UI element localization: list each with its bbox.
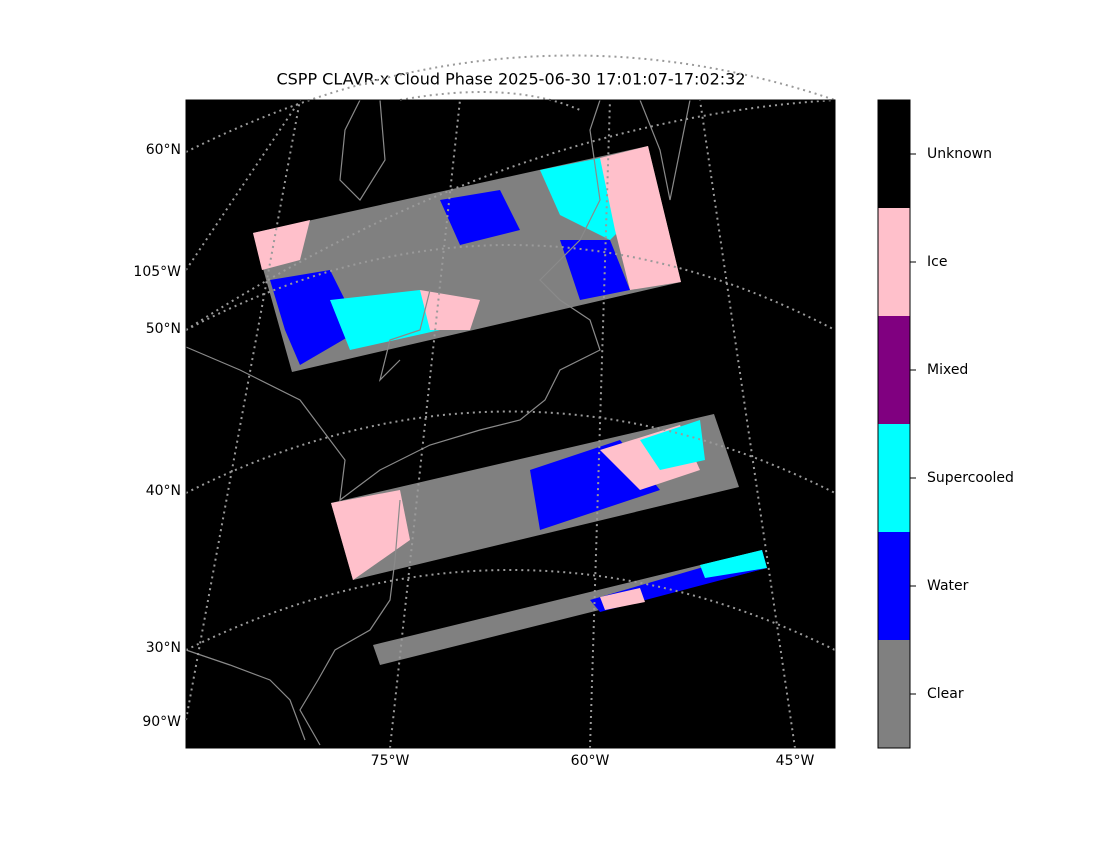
lat-label: 40°N bbox=[146, 483, 181, 499]
swath-patch bbox=[640, 420, 705, 470]
lon-label: 75°W bbox=[371, 753, 410, 769]
title: CSPP CLAVR-x Cloud Phase 2025-06-30 17:0… bbox=[276, 70, 745, 89]
lon-label: 105°W bbox=[133, 264, 181, 280]
graticule-line bbox=[399, 91, 581, 111]
colorbar-segment bbox=[878, 100, 910, 208]
coastline bbox=[299, 499, 401, 746]
colorbar-segment bbox=[878, 424, 910, 532]
lon-label: 60°W bbox=[571, 753, 610, 769]
graticule-line bbox=[589, 99, 611, 749]
graticule-line bbox=[185, 244, 836, 331]
colorbar-segment bbox=[878, 640, 910, 748]
swath-patch bbox=[270, 270, 360, 365]
colorbar-label: Supercooled bbox=[927, 470, 1014, 486]
coastline bbox=[639, 99, 691, 201]
lon-label: 45°W bbox=[776, 753, 815, 769]
graticule-line bbox=[185, 99, 301, 271]
swath-patch bbox=[331, 490, 410, 580]
lat-label: 60°N bbox=[146, 142, 181, 158]
colorbar-segment bbox=[878, 316, 910, 424]
coastline bbox=[185, 649, 306, 741]
colorbar-segment bbox=[878, 532, 910, 640]
swath-patch bbox=[560, 240, 630, 300]
graticule-line bbox=[389, 99, 461, 749]
swath-patch bbox=[440, 190, 520, 245]
axis-labels: 60°N 50°N 40°N 30°N 105°W 90°W 75°W 60°W 45°W bbox=[133, 142, 814, 769]
graticule-line bbox=[185, 410, 836, 494]
swath-patch bbox=[330, 290, 440, 350]
colorbar-label: Mixed bbox=[927, 362, 968, 378]
graticule bbox=[185, 54, 836, 749]
colorbar-label: Water bbox=[927, 578, 969, 594]
colorbar-frame bbox=[877, 99, 911, 749]
colorbar: Unknown Ice Mixed Supercooled Water Clear bbox=[877, 99, 1014, 749]
coastline bbox=[339, 99, 386, 201]
map bbox=[185, 54, 836, 749]
coastline bbox=[378, 289, 431, 382]
swath-patch bbox=[600, 588, 645, 610]
lat-label: 30°N bbox=[146, 640, 181, 656]
colorbar-label: Ice bbox=[927, 254, 947, 270]
lon-label: 90°W bbox=[142, 714, 181, 730]
graticule-line bbox=[185, 569, 836, 651]
colorbar-label: Unknown bbox=[927, 146, 992, 162]
swath-patch bbox=[253, 220, 310, 270]
colorbar-segment bbox=[878, 208, 910, 316]
graticule-line bbox=[699, 99, 796, 749]
swaths bbox=[253, 146, 767, 665]
coastlines bbox=[185, 99, 691, 746]
swath-patch bbox=[600, 146, 681, 290]
swath-patch bbox=[700, 550, 767, 578]
coastline bbox=[185, 99, 601, 502]
swath-patch bbox=[420, 290, 480, 330]
colorbar-label: Clear bbox=[927, 686, 964, 702]
map-frame bbox=[185, 99, 836, 749]
lat-label: 50°N bbox=[146, 321, 181, 337]
